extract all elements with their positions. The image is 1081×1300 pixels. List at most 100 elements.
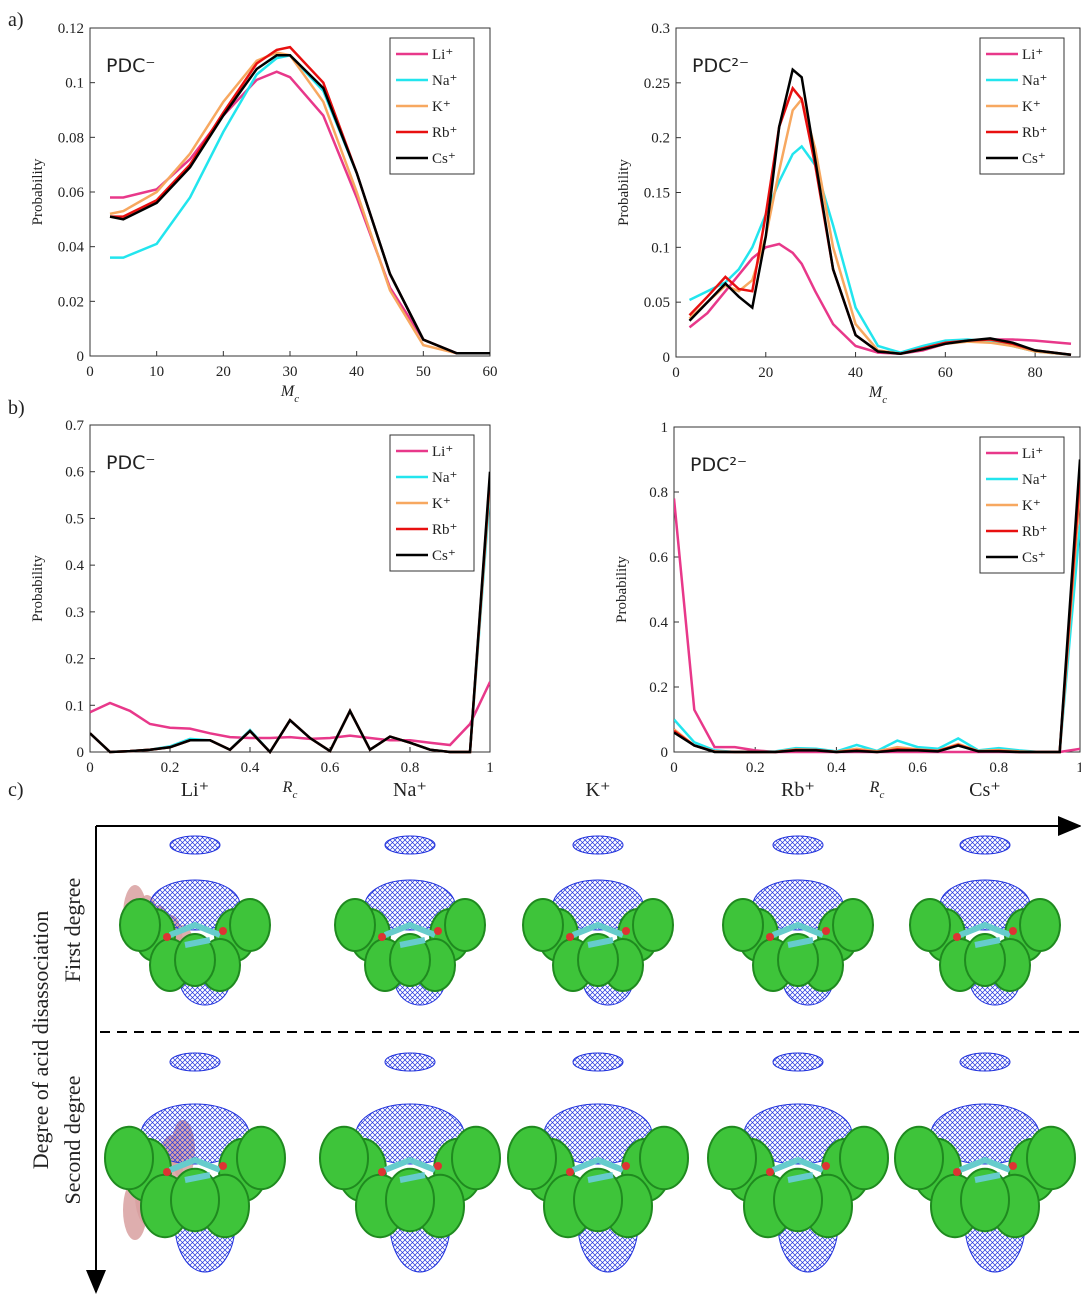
panel-label: a)	[8, 9, 24, 31]
ring-density	[229, 898, 271, 952]
ring-density	[722, 898, 764, 952]
x-tick-label: 0.4	[241, 760, 260, 776]
y-tick-label: 0.2	[649, 680, 668, 696]
column-label: Rb⁺	[781, 779, 815, 801]
atom	[219, 1162, 227, 1170]
series-line	[109, 54, 490, 355]
plot	[688, 67, 1072, 357]
y-tick-label: 0.08	[58, 130, 84, 146]
x-tick-label: 1	[1076, 760, 1081, 776]
legend-label: Cs⁺	[1022, 550, 1046, 566]
ring-density	[1019, 898, 1061, 952]
y-tick-label: 0.06	[58, 185, 85, 201]
panel-label: b)	[8, 397, 25, 419]
series-line	[688, 242, 1072, 355]
mesh-cap	[772, 1052, 824, 1072]
mesh-cap	[384, 1052, 436, 1072]
y-tick-label: 0.2	[65, 652, 84, 668]
atom	[434, 1162, 442, 1170]
y-axis-label: Probability	[616, 159, 632, 226]
x-axis-label: Rc	[282, 779, 298, 801]
y-axis-label: Probability	[30, 158, 46, 225]
y-tick-label: 0.8	[649, 485, 668, 501]
x-axis-label-sub: c	[879, 789, 884, 801]
x-axis-label-main: R	[282, 779, 293, 796]
mesh-cap	[959, 835, 1011, 855]
series-line	[90, 681, 490, 747]
x-tick-label: 20	[216, 364, 231, 380]
ring-density	[236, 1125, 286, 1191]
x-tick-label: 80	[1028, 365, 1043, 381]
y-tick-label: 1	[661, 420, 669, 436]
y-tick-label: 0.6	[65, 465, 84, 481]
x-tick-label: 0	[672, 365, 680, 381]
atom	[434, 927, 442, 935]
y-tick-label: 0.25	[644, 76, 670, 92]
molecule-density	[894, 1052, 1076, 1273]
ring-density	[964, 933, 1006, 987]
molecule	[771, 921, 825, 948]
x-axis-label-sub: c	[292, 789, 297, 801]
ring-density	[777, 933, 819, 987]
x-tick-label: 0	[670, 760, 678, 776]
legend-label: Rb⁺	[432, 125, 457, 141]
ring-density	[909, 898, 951, 952]
ring-density	[119, 898, 161, 952]
series-line	[109, 51, 490, 355]
ring-density	[522, 898, 564, 952]
y-tick-label: 0.02	[58, 294, 84, 310]
x-tick-label: 0	[86, 760, 94, 776]
y-tick-label: 0.1	[65, 76, 84, 92]
legend-label: K⁺	[432, 99, 451, 115]
ring-density	[960, 1167, 1010, 1233]
atom	[953, 933, 961, 941]
plot	[109, 45, 490, 355]
x-axis-label: Mc	[868, 384, 887, 406]
x-tick-label: 0.6	[321, 760, 340, 776]
x-tick-label: 40	[349, 364, 364, 380]
legend-label: Rb⁺	[1022, 125, 1047, 141]
legend-label: K⁺	[1022, 99, 1041, 115]
atom	[953, 1168, 961, 1176]
x-axis-label: Rc	[869, 779, 885, 801]
molecule-density	[707, 1052, 889, 1273]
ring-density	[639, 1125, 689, 1191]
plot	[90, 471, 490, 754]
column-label: Na⁺	[393, 779, 427, 801]
x-axis-label-main: M	[868, 384, 884, 401]
x-tick-label: 0.4	[827, 760, 846, 776]
legend-label: Cs⁺	[1022, 151, 1046, 167]
molecule	[168, 1156, 222, 1183]
molecule-density	[522, 835, 674, 1006]
atom	[163, 933, 171, 941]
molecule-density	[507, 1052, 689, 1273]
molecule	[958, 1156, 1012, 1183]
panel-label: c)	[8, 779, 24, 801]
axis-label: Degree of acid disassociation	[28, 911, 53, 1169]
x-tick-label: 0	[86, 364, 94, 380]
legend-label: Na⁺	[1022, 472, 1047, 488]
chart-title: PDC²⁻	[692, 55, 749, 77]
atom	[566, 1168, 574, 1176]
ring-density	[707, 1125, 757, 1191]
ring-density	[174, 933, 216, 987]
x-tick-label: 30	[283, 364, 298, 380]
y-tick-label: 0.4	[649, 615, 668, 631]
series-line	[90, 471, 490, 754]
legend-label: Rb⁺	[432, 522, 457, 538]
ring-density	[451, 1125, 501, 1191]
y-tick-label: 0.04	[58, 240, 85, 256]
atom	[1009, 927, 1017, 935]
series-line	[688, 96, 1072, 357]
plot	[674, 459, 1080, 754]
atom	[1009, 1162, 1017, 1170]
y-tick-label: 0.5	[65, 511, 84, 527]
y-axis-label: Probability	[30, 555, 46, 622]
series-line	[688, 67, 1072, 357]
chart-title: PDC²⁻	[690, 454, 747, 476]
x-axis-label-sub: c	[294, 393, 299, 405]
molecule	[383, 921, 437, 948]
y-tick-label: 0.1	[651, 240, 670, 256]
ring-density	[507, 1125, 557, 1191]
molecule-density	[119, 835, 271, 1006]
